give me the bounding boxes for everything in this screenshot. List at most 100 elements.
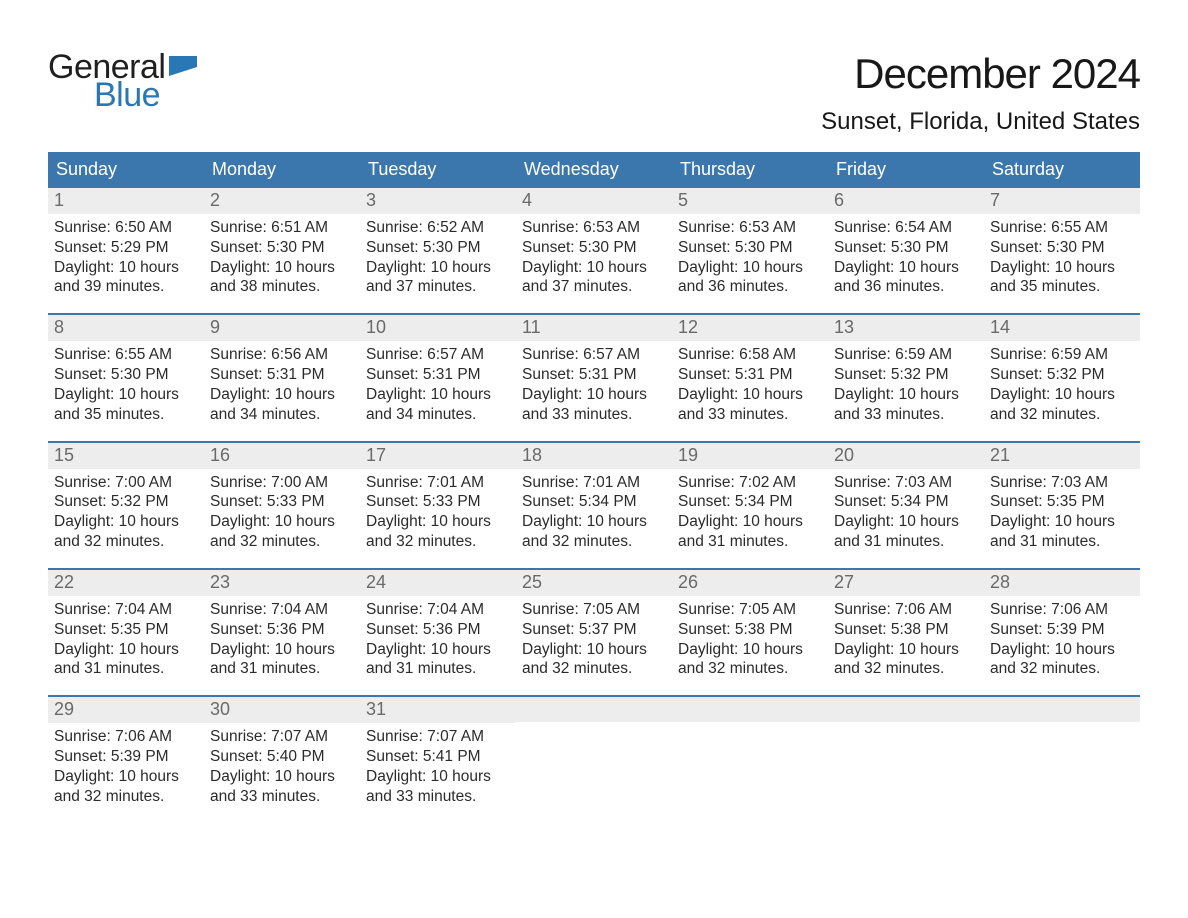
day-sunrise: Sunrise: 7:07 AM (210, 727, 354, 747)
calendar-day-cell: 29Sunrise: 7:06 AMSunset: 5:39 PMDayligh… (48, 697, 204, 808)
day-number: 2 (204, 188, 360, 214)
day-details: Sunrise: 7:04 AMSunset: 5:36 PMDaylight:… (360, 596, 516, 681)
day-d2: and 32 minutes. (210, 532, 354, 552)
day-number: 15 (48, 443, 204, 469)
day-d1: Daylight: 10 hours (834, 640, 978, 660)
day-d1: Daylight: 10 hours (990, 512, 1134, 532)
logo: General Blue (48, 50, 197, 112)
day-sunset: Sunset: 5:40 PM (210, 747, 354, 767)
day-number (516, 697, 672, 722)
day-d2: and 33 minutes. (834, 405, 978, 425)
flag-icon (169, 56, 197, 76)
day-number: 6 (828, 188, 984, 214)
day-sunset: Sunset: 5:35 PM (990, 492, 1134, 512)
weekday-header: Friday (828, 152, 984, 188)
day-sunrise: Sunrise: 7:04 AM (366, 600, 510, 620)
day-sunset: Sunset: 5:35 PM (54, 620, 198, 640)
day-sunrise: Sunrise: 7:04 AM (210, 600, 354, 620)
calendar-day-cell: 2Sunrise: 6:51 AMSunset: 5:30 PMDaylight… (204, 188, 360, 299)
day-d1: Daylight: 10 hours (990, 385, 1134, 405)
day-d2: and 35 minutes. (54, 405, 198, 425)
calendar-week: 8Sunrise: 6:55 AMSunset: 5:30 PMDaylight… (48, 313, 1140, 426)
day-details: Sunrise: 7:03 AMSunset: 5:34 PMDaylight:… (828, 469, 984, 554)
day-d2: and 31 minutes. (366, 659, 510, 679)
day-details: Sunrise: 6:57 AMSunset: 5:31 PMDaylight:… (360, 341, 516, 426)
day-sunset: Sunset: 5:31 PM (366, 365, 510, 385)
day-d2: and 34 minutes. (366, 405, 510, 425)
day-number (828, 697, 984, 722)
location: Sunset, Florida, United States (821, 108, 1140, 136)
day-d1: Daylight: 10 hours (54, 767, 198, 787)
day-d2: and 32 minutes. (678, 659, 822, 679)
day-d1: Daylight: 10 hours (210, 640, 354, 660)
day-sunrise: Sunrise: 6:54 AM (834, 218, 978, 238)
calendar: SundayMondayTuesdayWednesdayThursdayFrid… (48, 152, 1140, 809)
day-sunset: Sunset: 5:32 PM (54, 492, 198, 512)
day-number: 20 (828, 443, 984, 469)
calendar-day-cell: 12Sunrise: 6:58 AMSunset: 5:31 PMDayligh… (672, 315, 828, 426)
day-sunrise: Sunrise: 6:57 AM (522, 345, 666, 365)
day-d1: Daylight: 10 hours (522, 385, 666, 405)
day-d1: Daylight: 10 hours (678, 640, 822, 660)
day-d1: Daylight: 10 hours (678, 512, 822, 532)
calendar-day-cell: 28Sunrise: 7:06 AMSunset: 5:39 PMDayligh… (984, 570, 1140, 681)
day-d1: Daylight: 10 hours (54, 512, 198, 532)
day-sunset: Sunset: 5:39 PM (990, 620, 1134, 640)
day-sunset: Sunset: 5:37 PM (522, 620, 666, 640)
day-details: Sunrise: 6:52 AMSunset: 5:30 PMDaylight:… (360, 214, 516, 299)
day-details: Sunrise: 6:55 AMSunset: 5:30 PMDaylight:… (984, 214, 1140, 299)
day-details: Sunrise: 7:07 AMSunset: 5:41 PMDaylight:… (360, 723, 516, 808)
day-d1: Daylight: 10 hours (210, 767, 354, 787)
day-details: Sunrise: 7:06 AMSunset: 5:38 PMDaylight:… (828, 596, 984, 681)
calendar-day-cell: 3Sunrise: 6:52 AMSunset: 5:30 PMDaylight… (360, 188, 516, 299)
day-d2: and 36 minutes. (678, 277, 822, 297)
day-details: Sunrise: 6:50 AMSunset: 5:29 PMDaylight:… (48, 214, 204, 299)
day-details: Sunrise: 6:57 AMSunset: 5:31 PMDaylight:… (516, 341, 672, 426)
day-number (672, 697, 828, 722)
day-d1: Daylight: 10 hours (366, 767, 510, 787)
day-sunrise: Sunrise: 7:07 AM (366, 727, 510, 747)
calendar-day-cell (984, 697, 1140, 808)
day-sunset: Sunset: 5:30 PM (522, 238, 666, 258)
day-sunset: Sunset: 5:33 PM (366, 492, 510, 512)
calendar-day-cell: 4Sunrise: 6:53 AMSunset: 5:30 PMDaylight… (516, 188, 672, 299)
day-sunrise: Sunrise: 6:57 AM (366, 345, 510, 365)
day-d1: Daylight: 10 hours (366, 640, 510, 660)
calendar-day-cell: 25Sunrise: 7:05 AMSunset: 5:37 PMDayligh… (516, 570, 672, 681)
day-number (984, 697, 1140, 722)
day-details: Sunrise: 7:05 AMSunset: 5:37 PMDaylight:… (516, 596, 672, 681)
day-details: Sunrise: 6:55 AMSunset: 5:30 PMDaylight:… (48, 341, 204, 426)
weekday-header: Monday (204, 152, 360, 188)
day-sunset: Sunset: 5:41 PM (366, 747, 510, 767)
day-number: 22 (48, 570, 204, 596)
day-sunrise: Sunrise: 7:04 AM (54, 600, 198, 620)
calendar-day-cell: 15Sunrise: 7:00 AMSunset: 5:32 PMDayligh… (48, 443, 204, 554)
day-d2: and 31 minutes. (54, 659, 198, 679)
calendar-day-cell: 30 Sunrise: 7:07 AMSunset: 5:40 PMDayligh… (204, 697, 360, 808)
day-d1: Daylight: 10 hours (990, 258, 1134, 278)
day-number: 30 (204, 697, 360, 723)
day-d1: Daylight: 10 hours (210, 512, 354, 532)
day-details: Sunrise: 7:02 AMSunset: 5:34 PMDaylight:… (672, 469, 828, 554)
day-details: Sunrise: 7:04 AMSunset: 5:35 PMDaylight:… (48, 596, 204, 681)
calendar-day-cell: 10Sunrise: 6:57 AMSunset: 5:31 PMDayligh… (360, 315, 516, 426)
calendar-week: 22Sunrise: 7:04 AMSunset: 5:35 PMDayligh… (48, 568, 1140, 681)
weekday-header: Sunday (48, 152, 204, 188)
day-sunset: Sunset: 5:30 PM (366, 238, 510, 258)
calendar-day-cell: 21Sunrise: 7:03 AMSunset: 5:35 PMDayligh… (984, 443, 1140, 554)
day-number: 23 (204, 570, 360, 596)
day-number: 16 (204, 443, 360, 469)
day-sunrise: Sunrise: 6:50 AM (54, 218, 198, 238)
day-d2: and 34 minutes. (210, 405, 354, 425)
day-sunset: Sunset: 5:30 PM (678, 238, 822, 258)
calendar-day-cell: 17Sunrise: 7:01 AMSunset: 5:33 PMDayligh… (360, 443, 516, 554)
header: General Blue December 2024 Sunset, Flori… (48, 50, 1140, 136)
day-number: 24 (360, 570, 516, 596)
calendar-day-cell: 9Sunrise: 6:56 AMSunset: 5:31 PMDaylight… (204, 315, 360, 426)
day-number: 7 (984, 188, 1140, 214)
day-details: Sunrise: 7:04 AMSunset: 5:36 PMDaylight:… (204, 596, 360, 681)
day-sunset: Sunset: 5:36 PM (210, 620, 354, 640)
day-number: 9 (204, 315, 360, 341)
day-d1: Daylight: 10 hours (366, 512, 510, 532)
day-number: 27 (828, 570, 984, 596)
